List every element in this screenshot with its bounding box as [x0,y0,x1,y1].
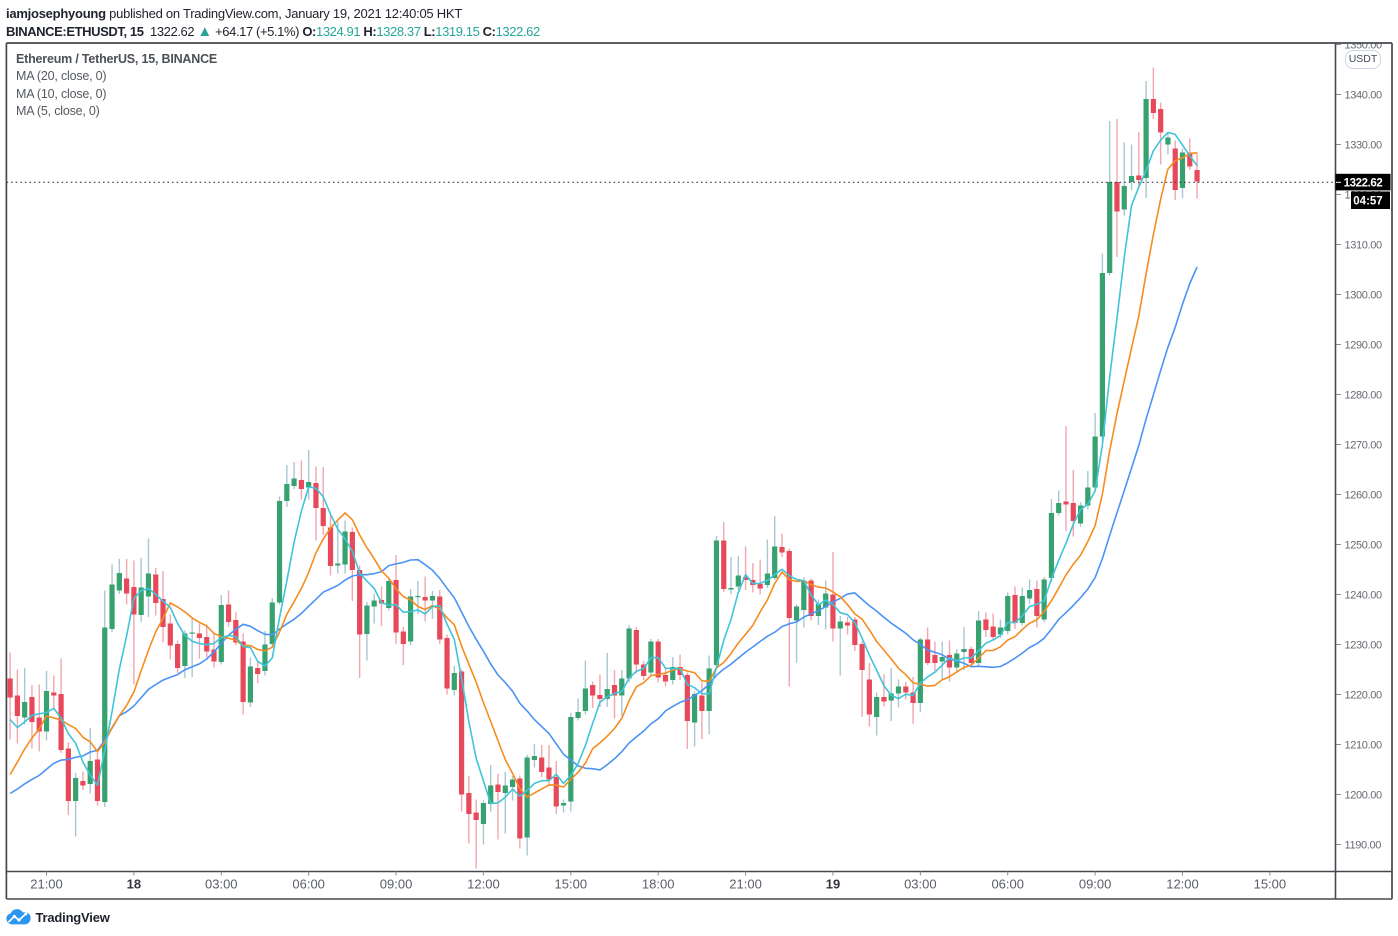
svg-text:09:00: 09:00 [380,877,413,892]
svg-text:1330.00: 1330.00 [1345,139,1383,151]
svg-text:1322.62: 1322.62 [1344,177,1383,189]
svg-text:1260.00: 1260.00 [1345,489,1383,501]
svg-text:04:57: 04:57 [1353,195,1382,207]
svg-text:18: 18 [127,877,141,892]
svg-text:1220.00: 1220.00 [1345,689,1383,701]
svg-text:18:00: 18:00 [642,877,675,892]
svg-text:12:00: 12:00 [1166,877,1199,892]
svg-text:03:00: 03:00 [904,877,937,892]
svg-text:06:00: 06:00 [292,877,325,892]
svg-text:15:00: 15:00 [1254,877,1287,892]
svg-text:1210.00: 1210.00 [1345,739,1383,751]
svg-text:21:00: 21:00 [729,877,762,892]
svg-text:03:00: 03:00 [205,877,238,892]
svg-text:1190.00: 1190.00 [1345,839,1382,851]
svg-text:19: 19 [826,877,840,892]
svg-text:1230.00: 1230.00 [1345,639,1383,651]
svg-text:12:00: 12:00 [467,877,500,892]
svg-text:1350.00: 1350.00 [1345,39,1383,51]
svg-text:1280.00: 1280.00 [1345,389,1383,401]
svg-text:1270.00: 1270.00 [1345,439,1383,451]
svg-text:1200.00: 1200.00 [1345,789,1383,801]
svg-text:15:00: 15:00 [555,877,588,892]
svg-text:1300.00: 1300.00 [1345,289,1383,301]
svg-text:1240.00: 1240.00 [1345,589,1383,601]
svg-text:1290.00: 1290.00 [1345,339,1383,351]
svg-text:06:00: 06:00 [991,877,1024,892]
svg-text:21:00: 21:00 [30,877,63,892]
svg-text:1340.00: 1340.00 [1345,89,1383,101]
svg-text:1250.00: 1250.00 [1345,539,1383,551]
svg-text:09:00: 09:00 [1079,877,1112,892]
svg-text:1310.00: 1310.00 [1345,239,1383,251]
